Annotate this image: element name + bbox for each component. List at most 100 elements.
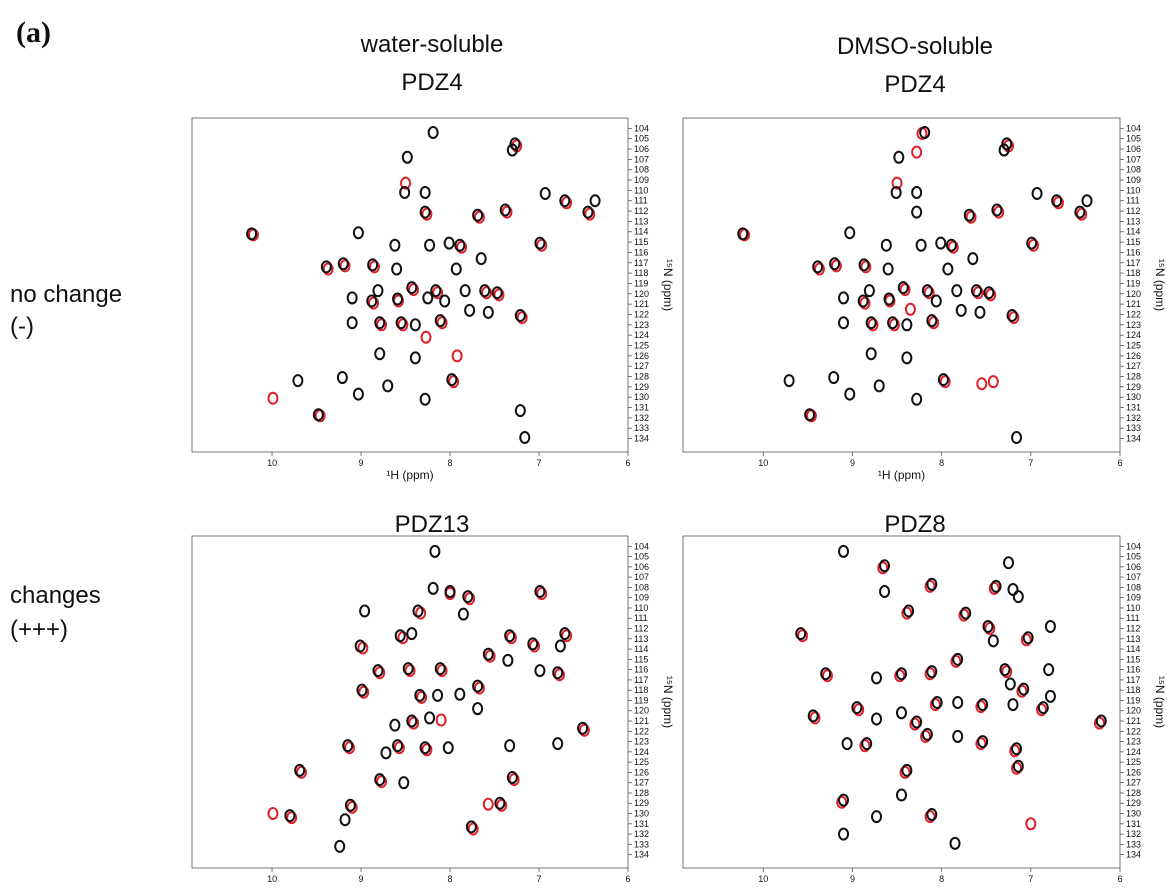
nmr-peak xyxy=(467,822,479,836)
y-tick-label: 125 xyxy=(1126,757,1141,767)
nmr-peak xyxy=(1001,665,1013,679)
y-tick-label: 119 xyxy=(634,695,648,705)
nmr-peak xyxy=(505,631,517,645)
nmr-peak xyxy=(858,258,870,272)
nmr-peak xyxy=(504,739,516,753)
nmr-peak xyxy=(982,619,994,633)
y-tick-label: 116 xyxy=(634,247,648,257)
x-tick-label: 6 xyxy=(1117,458,1122,468)
nmr-peak xyxy=(421,207,433,221)
x-tick-label: 8 xyxy=(448,458,453,468)
nmr-peak xyxy=(867,318,879,332)
nmr-peak xyxy=(896,667,907,681)
nmr-peak xyxy=(1031,186,1043,200)
y-tick-label: 132 xyxy=(634,413,649,423)
nmr-peak xyxy=(841,737,853,751)
nmr-peak xyxy=(1020,633,1032,647)
y-tick-label: 104 xyxy=(634,123,649,133)
nmr-peak xyxy=(419,205,431,219)
nmr-peak xyxy=(416,690,428,704)
nmr-peak xyxy=(896,706,907,720)
y-tick-label: 128 xyxy=(1126,372,1141,382)
nmr-peak xyxy=(873,379,885,393)
y-tick-label: 123 xyxy=(1126,320,1141,330)
y-tick-label: 121 xyxy=(634,716,649,726)
nmr-peak xyxy=(589,194,601,208)
nmr-peak xyxy=(813,262,825,276)
x-tick-label: 6 xyxy=(1117,874,1122,884)
nmr-peak xyxy=(412,604,424,618)
nmr-peak xyxy=(860,260,872,274)
nmr-peak xyxy=(434,314,446,328)
y-tick-label: 133 xyxy=(634,839,649,849)
y-tick-label: 130 xyxy=(634,392,649,402)
nmr-peak xyxy=(376,318,388,332)
nmr-peak xyxy=(949,836,961,850)
y-tick-label: 118 xyxy=(1126,268,1140,278)
y-tick-label: 126 xyxy=(634,351,649,361)
nmr-peak xyxy=(851,701,863,715)
nmr-peak xyxy=(921,727,933,741)
y-tick-label: 109 xyxy=(1126,175,1141,185)
nmr-peak xyxy=(871,671,883,685)
row-label: no change xyxy=(10,281,122,308)
y-tick-label: 106 xyxy=(1126,562,1141,572)
x-tick-label: 9 xyxy=(359,458,364,468)
y-axis-label: ¹⁵N (ppm) xyxy=(1153,259,1167,311)
nmr-peak xyxy=(514,309,526,323)
nmr-peak xyxy=(339,813,351,827)
nmr-peak xyxy=(988,581,1000,595)
y-tick-label: 115 xyxy=(1126,654,1140,664)
nmr-peak xyxy=(952,729,964,743)
nmr-peak xyxy=(894,669,906,683)
panel-label: (a) xyxy=(16,16,51,49)
nmr-peak xyxy=(358,685,370,699)
nmr-peak xyxy=(911,392,923,406)
panel-title: DMSO-soluble xyxy=(837,33,993,60)
y-tick-label: 127 xyxy=(1126,361,1141,371)
nmr-peak xyxy=(389,238,401,252)
nmr-peak xyxy=(882,262,894,276)
nmr-peak xyxy=(376,775,388,789)
y-tick-label: 105 xyxy=(1126,134,1141,144)
nmr-peak xyxy=(439,294,451,308)
y-tick-label: 107 xyxy=(1126,572,1141,582)
y-tick-label: 127 xyxy=(634,361,649,371)
y-tick-label: 125 xyxy=(634,340,649,350)
nmr-peak xyxy=(1012,759,1024,773)
nmr-peak xyxy=(509,137,521,151)
nmr-peak xyxy=(838,544,850,558)
nmr-peak xyxy=(1043,663,1055,677)
nmr-peak xyxy=(432,688,444,702)
nmr-peak xyxy=(991,203,1003,217)
y-tick-label: 124 xyxy=(1126,747,1141,757)
y-tick-label: 114 xyxy=(1126,227,1140,237)
nmr-peak xyxy=(472,702,484,716)
nmr-peak xyxy=(339,259,351,273)
y-tick-label: 107 xyxy=(634,154,649,164)
nmr-peak xyxy=(958,608,970,622)
nmr-peak xyxy=(919,125,931,139)
nmr-peak xyxy=(987,375,999,389)
y-tick-label: 128 xyxy=(634,788,649,798)
nmr-peak xyxy=(504,629,516,643)
nmr-peak xyxy=(887,316,899,330)
y-tick-label: 113 xyxy=(1126,216,1140,226)
nmr-peak xyxy=(899,283,911,297)
nmr-peak xyxy=(1016,684,1028,698)
y-tick-label: 117 xyxy=(634,258,648,268)
nmr-peak xyxy=(926,577,938,591)
x-tick-label: 8 xyxy=(448,874,453,884)
nmr-peak xyxy=(401,150,413,164)
nmr-peak xyxy=(974,305,986,319)
nmr-peak xyxy=(977,698,989,712)
nmr-peak xyxy=(561,629,573,643)
nmr-peak xyxy=(479,284,491,298)
y-tick-label: 114 xyxy=(634,227,648,237)
nmr-peak xyxy=(367,258,379,272)
y-tick-label: 108 xyxy=(1126,582,1141,592)
panel-title: PDZ4 xyxy=(884,71,945,98)
nmr-peak xyxy=(985,288,997,302)
plot-frame xyxy=(191,117,629,453)
nmr-peak xyxy=(493,288,505,302)
